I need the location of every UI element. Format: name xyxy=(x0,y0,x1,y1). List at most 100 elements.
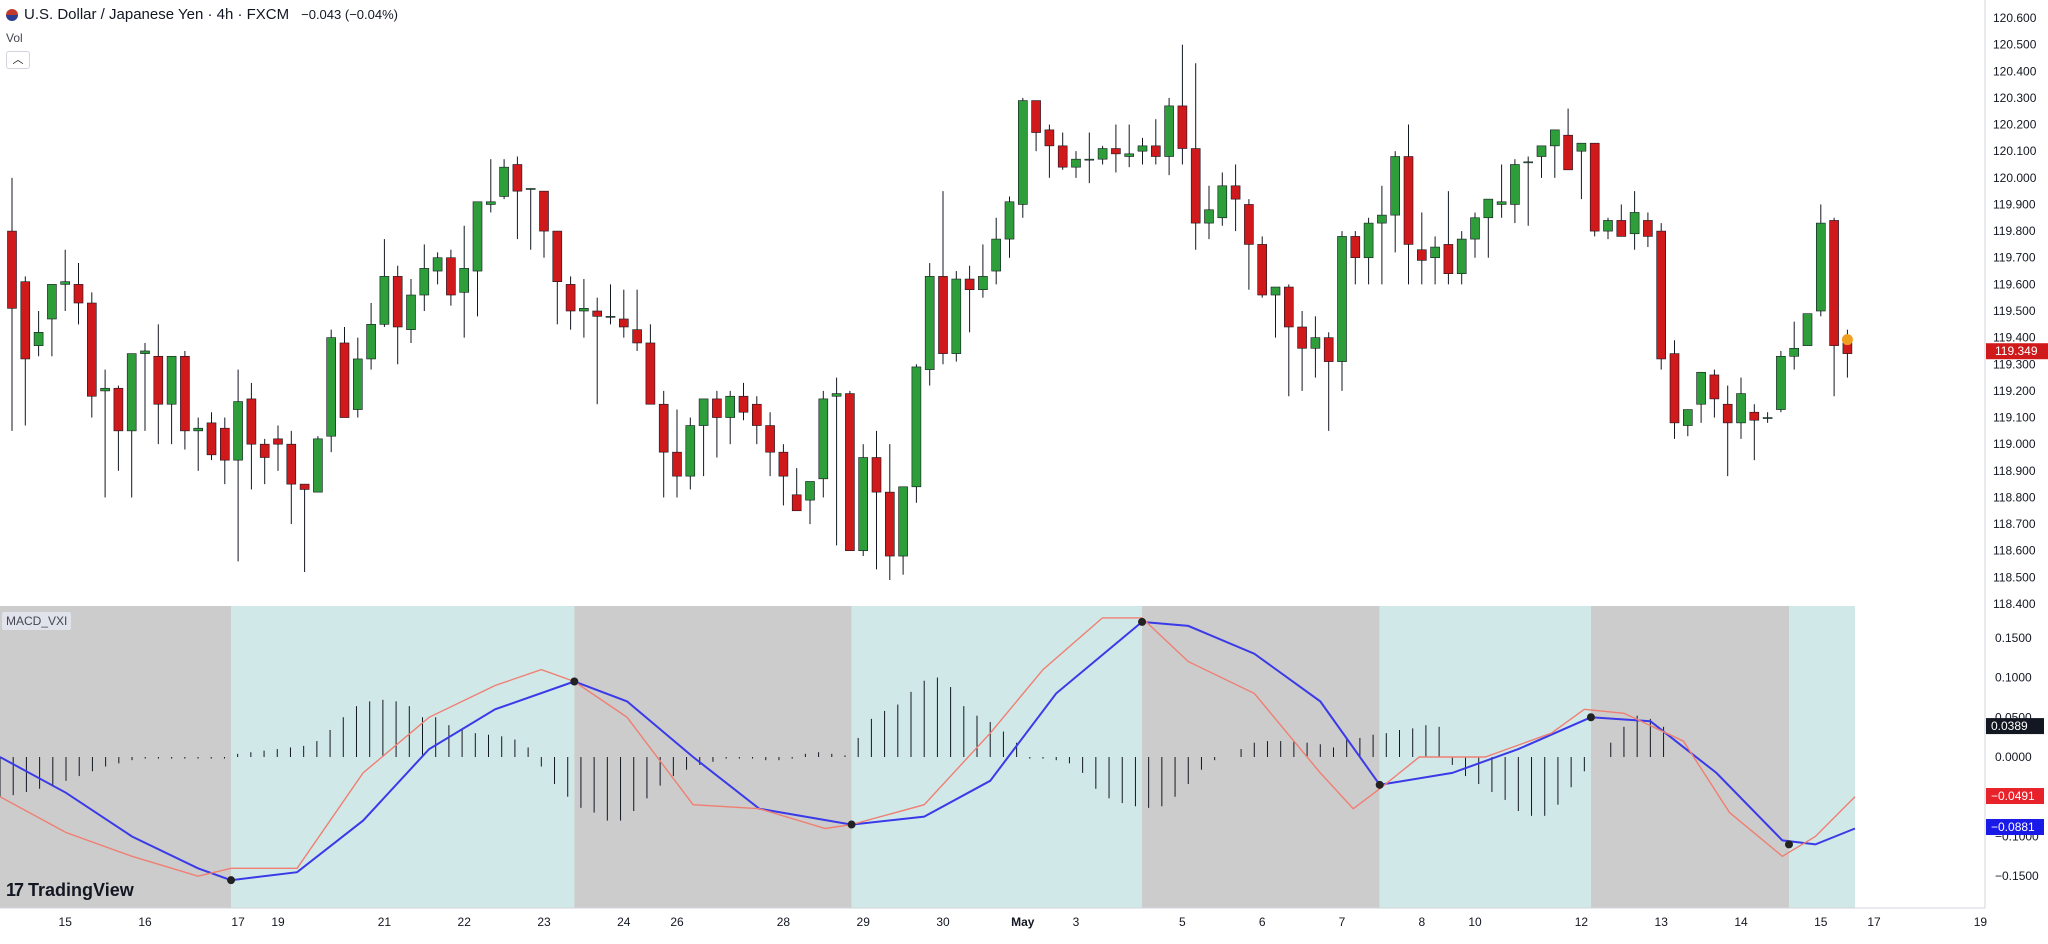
candle-85 xyxy=(1137,137,1148,165)
time-tick-label: 13 xyxy=(1655,915,1669,929)
signal-value-badge xyxy=(1986,788,2044,805)
histogram-value-label: 0.0389 xyxy=(1991,719,2028,733)
time-tick-label: 10 xyxy=(1468,915,1482,929)
candle-body-down xyxy=(565,284,576,312)
candle-17 xyxy=(233,369,243,562)
candle-body-up xyxy=(1017,100,1028,205)
candle-body-down xyxy=(884,491,895,557)
price-tick-label: 118.700 xyxy=(1993,517,2036,531)
candle-83 xyxy=(1111,124,1121,173)
candle-body-down xyxy=(1044,129,1055,147)
chevron-up-icon[interactable]: ︿ xyxy=(6,51,30,69)
time-tick-label: 7 xyxy=(1339,915,1346,929)
time-tick-label: 21 xyxy=(378,915,392,929)
candle-112 xyxy=(1496,164,1507,218)
candle-body-down xyxy=(1443,244,1454,275)
candle-body-up xyxy=(1483,198,1494,219)
price-tick-label: 120.600 xyxy=(1993,11,2037,25)
candle-body-up xyxy=(698,398,709,426)
tradingview-logo: 17 TradingView xyxy=(6,880,134,901)
candle-96 xyxy=(1284,284,1294,397)
candle-body-down xyxy=(1829,220,1839,346)
candle-4 xyxy=(60,249,71,311)
candle-27 xyxy=(366,303,376,370)
candle-52 xyxy=(698,398,709,477)
candle-body-down xyxy=(1722,403,1733,424)
candle-body-up xyxy=(1470,217,1480,240)
candle-128 xyxy=(1709,369,1720,418)
candle-body-up xyxy=(1204,209,1214,224)
candle-9 xyxy=(126,353,137,498)
candle-137 xyxy=(1829,217,1839,397)
candle-55 xyxy=(738,382,749,421)
candle-87 xyxy=(1164,97,1174,176)
candle-59 xyxy=(791,468,802,512)
candle-97 xyxy=(1297,311,1307,391)
macd-band-0 xyxy=(0,606,232,908)
candle-body-down xyxy=(392,276,403,328)
candle-24 xyxy=(326,329,337,453)
time-tick-label: 5 xyxy=(1179,915,1186,929)
candle-body-down xyxy=(1749,411,1760,421)
price-tick-label: 120.000 xyxy=(1993,171,2037,185)
symbol-header[interactable]: U.S. Dollar / Japanese Yen · 4h · FXCM −… xyxy=(6,6,398,23)
candle-92 xyxy=(1230,164,1241,232)
volume-label[interactable]: Vol xyxy=(6,31,23,45)
candle-132 xyxy=(1762,412,1773,423)
price-tick-label: 118.400 xyxy=(1993,597,2036,611)
candle-54 xyxy=(725,390,736,445)
symbol-title: U.S. Dollar / Japanese Yen · 4h · FXCM xyxy=(24,6,290,23)
price-tick-label: 118.600 xyxy=(1993,544,2036,558)
candle-body-up xyxy=(911,366,922,488)
candle-113 xyxy=(1510,159,1520,224)
candle-2 xyxy=(33,311,44,357)
price-tick-label: 118.900 xyxy=(1993,464,2036,478)
candle-body-down xyxy=(672,451,682,477)
macd-band-4 xyxy=(1142,606,1380,908)
candle-121 xyxy=(1616,204,1627,237)
candle-body-up xyxy=(1377,214,1387,224)
candle-body-up xyxy=(366,324,376,360)
candle-body-down xyxy=(738,395,749,413)
candle-body-up xyxy=(1456,238,1467,275)
candle-body-up xyxy=(1390,156,1400,216)
candle-body-down xyxy=(552,230,563,283)
candle-78 xyxy=(1044,124,1055,178)
time-tick-label: 17 xyxy=(1867,915,1881,929)
candle-body-down xyxy=(1031,100,1041,133)
macd-tick-label: 0.0000 xyxy=(1995,750,2032,764)
candle-36 xyxy=(485,159,496,213)
candle-body-up xyxy=(1523,161,1533,164)
time-tick-label: 24 xyxy=(617,915,631,929)
candle-body-down xyxy=(712,398,722,418)
price-tick-label: 120.400 xyxy=(1993,64,2037,78)
macd-histogram xyxy=(0,677,1665,821)
candle-100 xyxy=(1337,231,1347,391)
price-tick-label: 120.200 xyxy=(1993,118,2037,132)
tradingview-logo-mark: 17 xyxy=(6,880,24,900)
usd-jpy-flag-icon xyxy=(6,8,18,21)
candle-body-down xyxy=(1230,185,1241,200)
last-price-label: 119.349 xyxy=(1995,344,2038,358)
candle-18 xyxy=(246,382,257,490)
candle-72 xyxy=(964,265,975,333)
candle-28 xyxy=(379,239,390,327)
time-tick-label: 8 xyxy=(1418,915,1425,929)
candle-63 xyxy=(845,390,855,552)
candle-body-down xyxy=(1403,156,1414,245)
candle-body-up xyxy=(605,316,616,318)
indicator-label[interactable]: MACD_VXI xyxy=(2,612,72,630)
candle-48 xyxy=(645,324,656,405)
candle-95 xyxy=(1270,286,1281,338)
candle-body-up xyxy=(805,481,815,501)
price-tick-label: 118.500 xyxy=(1993,570,2036,584)
candle-53 xyxy=(712,390,722,458)
candle-99 xyxy=(1323,332,1334,431)
candle-11 xyxy=(153,324,164,445)
candle-body-up xyxy=(978,276,988,290)
candle-125 xyxy=(1669,340,1680,439)
candle-body-up xyxy=(1683,409,1693,426)
candle-body-down xyxy=(1177,105,1188,149)
candle-79 xyxy=(1057,132,1068,170)
